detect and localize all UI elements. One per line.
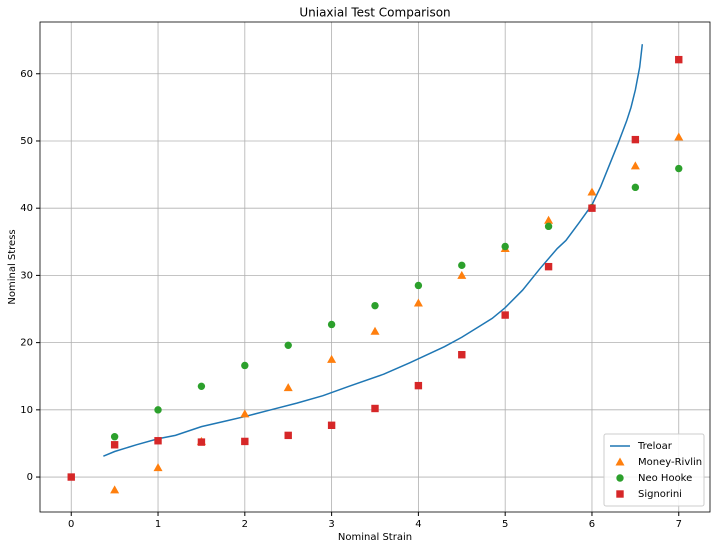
y-tick-label: 40 (20, 203, 33, 214)
legend-label: Treloar (637, 441, 673, 452)
triangle-point (587, 187, 597, 196)
triangle-point (110, 485, 120, 494)
circle-point (544, 222, 553, 231)
circle-point (110, 433, 119, 441)
triangle-point (413, 298, 423, 307)
triangle-point (153, 463, 163, 472)
circle-point (284, 341, 292, 350)
square-point (544, 262, 553, 271)
y-tick-label: 50 (20, 136, 33, 147)
circle-point (327, 320, 336, 329)
circle-point (241, 361, 249, 370)
square-point (458, 351, 466, 359)
y-tick-label: 20 (20, 338, 33, 349)
circle-point (501, 242, 509, 251)
square-point (241, 437, 249, 446)
triangle-point (240, 409, 250, 418)
circle-point (616, 474, 624, 482)
square-point (67, 473, 75, 481)
x-tick-label: 2 (242, 519, 248, 530)
square-point (371, 404, 379, 413)
triangle-point (674, 132, 684, 141)
triangle-point (327, 354, 337, 363)
triangle-point (370, 326, 380, 335)
circle-point (371, 301, 379, 310)
y-tick-label: 10 (20, 405, 33, 416)
square-point (327, 421, 336, 429)
square-point (154, 437, 162, 445)
circle-point (414, 281, 423, 290)
square-point (675, 55, 683, 64)
line-series (103, 44, 644, 457)
square-point (588, 204, 596, 212)
circle-point (458, 261, 466, 270)
x-tick-label: 0 (68, 519, 74, 530)
y-tick-label: 60 (20, 69, 33, 80)
y-axis-label: Nominal Stress (7, 229, 18, 304)
x-axis-label: Nominal Strain (338, 532, 412, 543)
square-point (284, 431, 292, 440)
square-point (631, 135, 640, 144)
triangle-point (615, 457, 625, 466)
x-tick-label: 7 (676, 519, 682, 530)
square-point (414, 381, 423, 390)
legend-label: Signorini (638, 489, 682, 500)
x-tick-label: 4 (415, 519, 421, 530)
square-point (616, 490, 624, 498)
legend-label: Money-Rivlin (638, 457, 702, 468)
triangle-point (457, 270, 467, 279)
chart-title: Uniaxial Test Comparison (299, 6, 450, 20)
square-point (501, 311, 509, 319)
x-tick-label: 5 (502, 519, 508, 530)
x-tick-label: 6 (589, 519, 595, 530)
x-tick-label: 1 (155, 519, 161, 530)
square-point (110, 441, 119, 449)
legend-label: Neo Hooke (638, 473, 692, 484)
triangle-point (283, 383, 293, 392)
legend-box (603, 433, 705, 507)
circle-point (631, 183, 640, 192)
x-tick-label: 3 (328, 519, 334, 530)
y-tick-label: 0 (27, 472, 33, 483)
legend: Treloar Money-Rivlin Neo Hooke Signorini (603, 433, 705, 507)
triangle-point (630, 161, 640, 170)
circle-point (154, 406, 162, 414)
circle-point (197, 382, 206, 391)
y-tick-label: 30 (20, 270, 33, 281)
square-point (197, 438, 206, 446)
plot-frame (39, 21, 711, 513)
triangle-point (544, 215, 554, 224)
circle-point (675, 164, 683, 173)
